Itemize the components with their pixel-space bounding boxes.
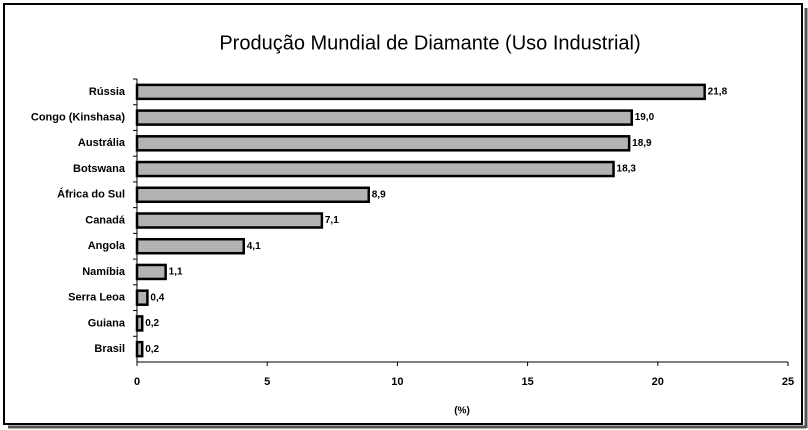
- x-tick-label: 10: [391, 376, 403, 388]
- value-label: 19,0: [635, 112, 655, 123]
- y-tick-label: Namíbia: [82, 266, 126, 278]
- x-tick-label: 5: [264, 376, 270, 388]
- x-tick-label: 15: [521, 376, 533, 388]
- bar: [135, 263, 167, 281]
- value-label: 0,2: [145, 344, 159, 355]
- bar: [135, 83, 706, 101]
- x-tick-label: 25: [782, 376, 794, 388]
- value-label: 18,9: [632, 138, 652, 149]
- y-tick-label: Canadá: [85, 214, 126, 226]
- bar: [135, 237, 246, 255]
- bar: [135, 315, 144, 332]
- y-tick-label: Austrália: [78, 137, 126, 149]
- bar: [135, 212, 324, 229]
- value-label: 18,3: [617, 164, 637, 175]
- y-tick-label: Botswana: [73, 163, 126, 175]
- bar: [135, 109, 634, 126]
- chart-title: Produção Mundial de Diamante (Uso Indust…: [219, 32, 640, 54]
- bar: [135, 186, 371, 204]
- y-tick-label: Rússia: [89, 86, 126, 98]
- value-label: 21,8: [708, 87, 728, 98]
- value-label: 4,1: [247, 241, 261, 252]
- y-tick-label: Guiana: [88, 317, 126, 329]
- bar: [135, 289, 149, 306]
- value-label: 0,4: [150, 292, 164, 303]
- value-label: 7,1: [325, 215, 339, 226]
- value-label: 8,9: [372, 189, 386, 200]
- bar: [135, 160, 615, 178]
- bar: [135, 340, 144, 358]
- y-tick-label: Congo (Kinshasa): [31, 111, 125, 123]
- x-tick-label: 0: [134, 376, 140, 388]
- y-tick-label: Angola: [88, 240, 126, 252]
- y-tick-label: Brasil: [94, 343, 125, 355]
- x-tick-label: 20: [652, 376, 664, 388]
- x-axis-label: (%): [454, 406, 470, 417]
- y-tick-label: África do Sul: [57, 188, 125, 201]
- value-label: 1,1: [169, 267, 183, 278]
- value-label: 0,2: [145, 318, 159, 329]
- bar: [135, 135, 631, 152]
- y-tick-label: Serra Leoa: [68, 292, 126, 304]
